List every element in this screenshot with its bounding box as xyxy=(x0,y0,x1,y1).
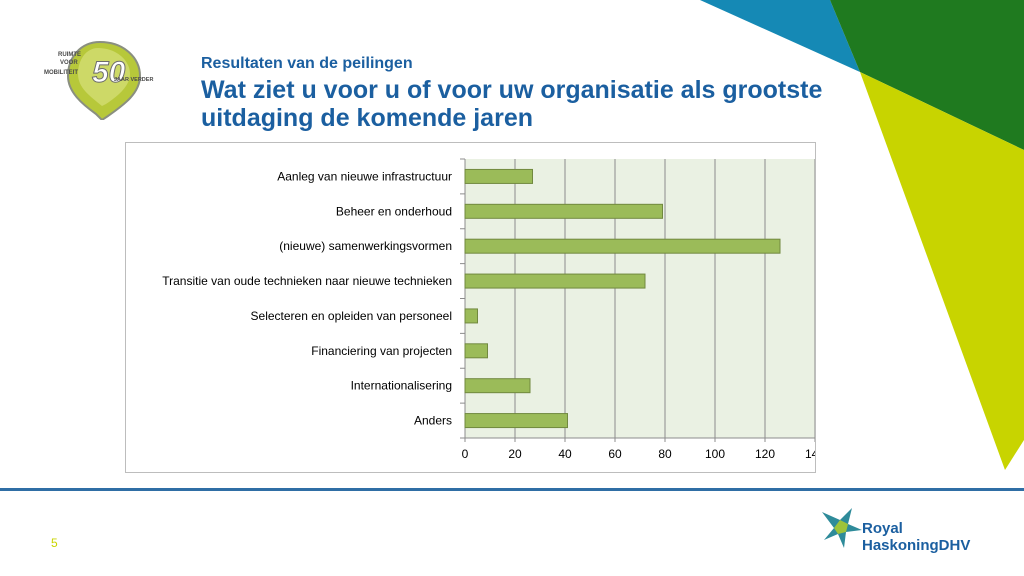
x-tick-label: 100 xyxy=(705,447,725,461)
logo-line1: RUIMTE xyxy=(58,52,81,58)
bar xyxy=(464,203,663,219)
y-category-label: Financiering van projecten xyxy=(311,344,452,358)
brand-line1: Royal xyxy=(862,520,903,537)
logo-number: 50 xyxy=(92,56,126,89)
x-tick-label: 140 xyxy=(805,447,815,461)
y-category-label: (nieuwe) samenwerkingsvormen xyxy=(279,239,452,253)
corner-teal-shape xyxy=(700,0,860,72)
logo-line3: MOBILITEIT xyxy=(44,70,78,76)
y-category-label: Transitie van oude technieken naar nieuw… xyxy=(162,274,452,288)
bar xyxy=(464,343,488,359)
plot-area xyxy=(465,159,815,438)
slide-subtitle: Resultaten van de peilingen xyxy=(201,55,413,72)
bar-chart: 0 20 40 60 80 100 120 140 Aanleg van nieuwe infr… xyxy=(162,158,815,461)
y-category-label: Aanleg van nieuwe infrastructuur xyxy=(277,169,452,183)
logo-tagline: JAAR VERDER xyxy=(114,77,153,83)
footer-divider xyxy=(0,488,1024,491)
fifty-years-logo: 50 RUIMTE VOOR MOBILITEIT JAAR VERDER xyxy=(44,40,153,120)
bar xyxy=(464,308,478,324)
slide-title: Wat ziet u voor u of voor uw organisatie… xyxy=(201,76,823,132)
brand-line2: HaskoningDHV xyxy=(862,537,971,554)
x-tick-label: 80 xyxy=(658,447,672,461)
x-tick-label: 20 xyxy=(508,447,522,461)
y-category-label: Anders xyxy=(414,414,452,428)
x-tick-label: 0 xyxy=(462,447,469,461)
chart-frame: 0 20 40 60 80 100 120 140 Aanleg van nieuwe infr… xyxy=(125,142,816,473)
corner-lime-shape xyxy=(860,72,1024,470)
bar xyxy=(464,238,781,254)
y-category-label: Beheer en onderhoud xyxy=(336,204,452,218)
page-number: 5 xyxy=(51,536,58,550)
bar xyxy=(464,378,531,394)
x-tick-label: 40 xyxy=(558,447,572,461)
bar xyxy=(464,413,568,429)
logo-pin-highlight xyxy=(78,48,130,106)
x-tick-label: 120 xyxy=(755,447,775,461)
y-category-label: Internationalisering xyxy=(351,379,452,393)
brand-wordmark: Royal HaskoningDHV xyxy=(862,520,970,554)
bar xyxy=(464,168,533,184)
bar xyxy=(464,273,646,289)
logo-line2: VOOR xyxy=(60,60,78,66)
royal-haskoningdhv-logo-mark xyxy=(822,508,862,548)
logo-star-accent xyxy=(834,520,848,534)
x-tick-label: 60 xyxy=(608,447,622,461)
corner-green-shape xyxy=(830,0,1024,150)
y-category-label: Selecteren en opleiden van personeel xyxy=(251,309,452,323)
